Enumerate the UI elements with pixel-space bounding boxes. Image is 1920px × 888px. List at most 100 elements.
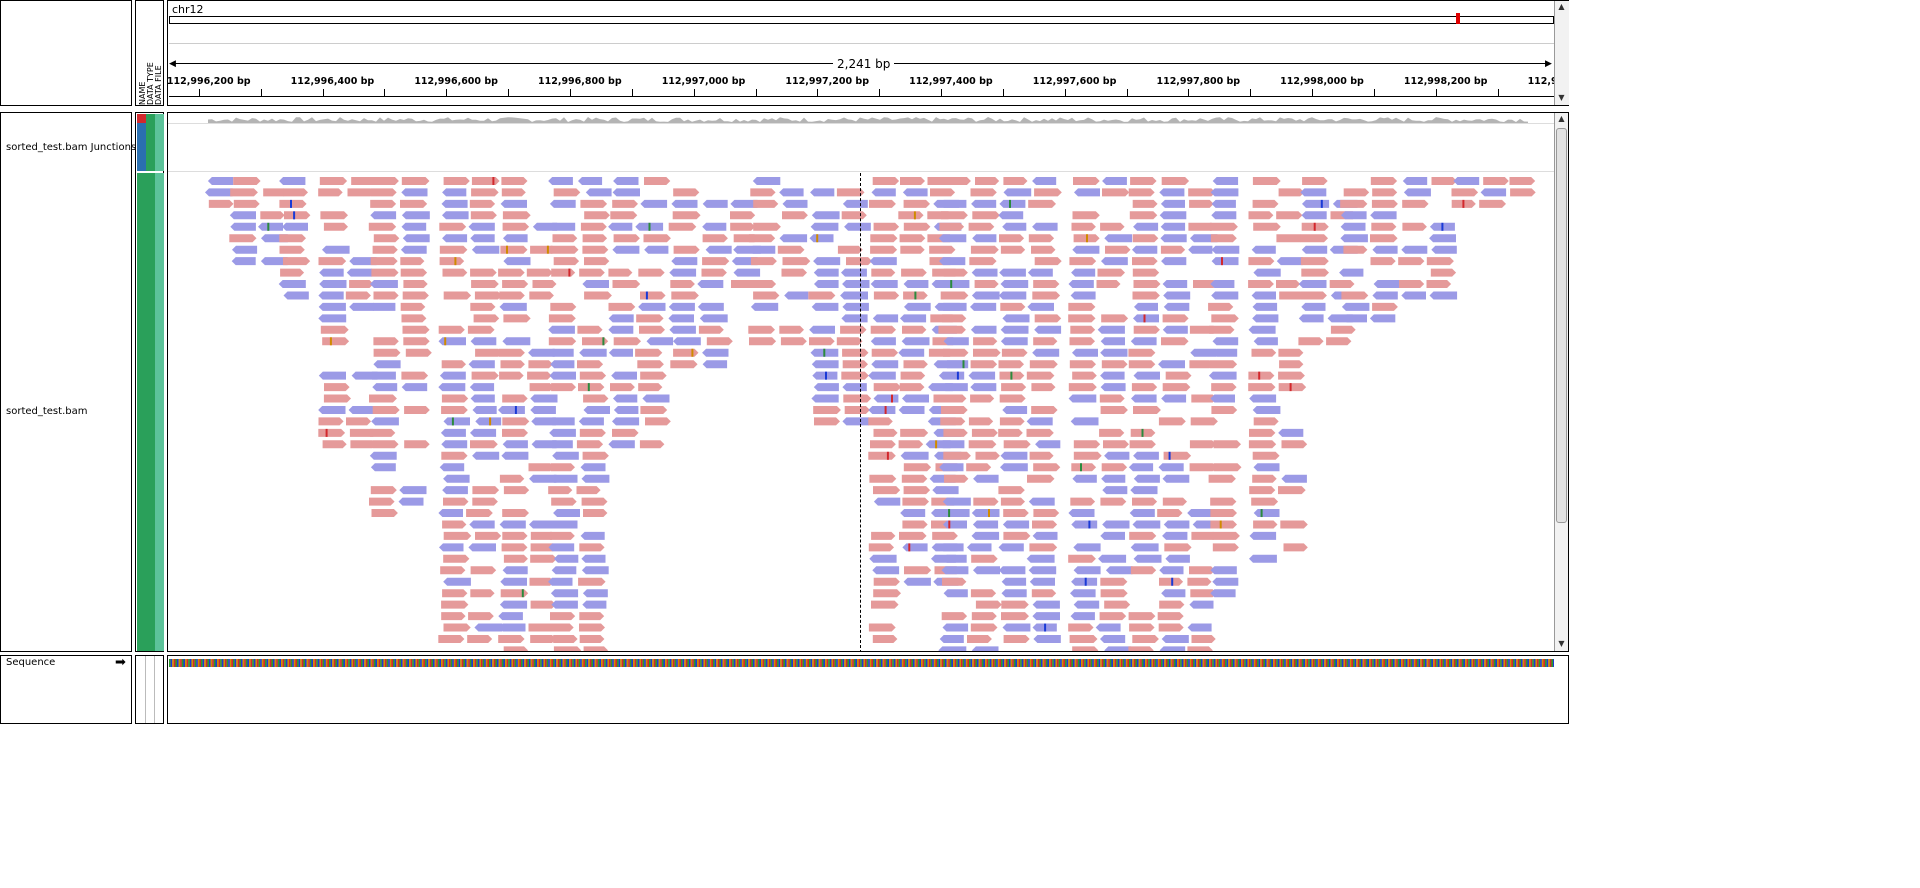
forward-read[interactable] <box>208 199 234 208</box>
forward-read[interactable] <box>470 440 498 449</box>
reverse-read[interactable] <box>1160 222 1186 231</box>
forward-read[interactable] <box>466 509 493 517</box>
reverse-read[interactable] <box>1249 394 1277 403</box>
forward-read[interactable] <box>552 234 578 243</box>
forward-read[interactable] <box>1208 302 1234 311</box>
reverse-read[interactable] <box>1159 188 1185 197</box>
reverse-read[interactable] <box>322 245 350 254</box>
reverse-read[interactable] <box>580 531 605 540</box>
forward-read[interactable] <box>403 337 430 346</box>
forward-read[interactable] <box>1033 280 1060 288</box>
reverse-read[interactable] <box>972 234 997 243</box>
reverse-read[interactable] <box>1187 623 1212 632</box>
reverse-read[interactable] <box>705 245 732 254</box>
forward-read[interactable] <box>318 188 343 197</box>
forward-read[interactable] <box>580 199 608 208</box>
forward-read[interactable] <box>578 383 605 392</box>
forward-read[interactable] <box>1029 451 1054 460</box>
forward-read[interactable] <box>283 188 308 197</box>
reverse-read[interactable] <box>550 474 578 483</box>
forward-read[interactable] <box>1343 188 1370 197</box>
reverse-read[interactable] <box>370 463 396 472</box>
forward-read[interactable] <box>471 188 499 197</box>
reverse-read[interactable] <box>970 383 997 392</box>
forward-read[interactable] <box>1100 589 1128 598</box>
forward-read[interactable] <box>942 577 967 586</box>
reverse-read[interactable] <box>258 222 283 231</box>
reverse-read[interactable] <box>319 280 347 288</box>
reverse-read[interactable] <box>502 440 528 449</box>
reverse-read[interactable] <box>646 337 674 346</box>
reverse-read[interactable] <box>442 234 468 243</box>
reverse-read[interactable] <box>1098 554 1127 563</box>
forward-read[interactable] <box>442 589 468 598</box>
forward-read[interactable] <box>841 371 869 380</box>
forward-read[interactable] <box>1210 509 1237 517</box>
forward-read[interactable] <box>1211 383 1237 392</box>
forward-read[interactable] <box>751 280 777 288</box>
reverse-read[interactable] <box>1130 486 1158 495</box>
forward-read[interactable] <box>369 394 397 403</box>
reverse-read[interactable] <box>938 371 965 380</box>
forward-read[interactable] <box>842 360 868 369</box>
forward-read[interactable] <box>898 211 924 220</box>
reverse-read[interactable] <box>671 199 698 208</box>
forward-read[interactable] <box>900 371 926 380</box>
reverse-read[interactable] <box>871 188 896 197</box>
forward-read[interactable] <box>499 291 525 300</box>
forward-read[interactable] <box>671 291 699 300</box>
reverse-read[interactable] <box>348 406 374 414</box>
forward-read[interactable] <box>1248 371 1275 380</box>
reverse-read[interactable] <box>608 222 633 231</box>
reverse-read[interactable] <box>1132 520 1161 529</box>
reverse-read[interactable] <box>529 520 557 529</box>
reverse-read[interactable] <box>1251 245 1276 254</box>
forward-read[interactable] <box>1213 440 1241 449</box>
forward-read[interactable] <box>844 406 870 414</box>
forward-read[interactable] <box>1003 440 1031 449</box>
forward-read[interactable] <box>968 417 994 426</box>
forward-read[interactable] <box>1253 417 1279 426</box>
reverse-read[interactable] <box>548 348 574 357</box>
forward-read[interactable] <box>942 314 967 323</box>
forward-read[interactable] <box>941 406 968 414</box>
forward-read[interactable] <box>584 211 610 220</box>
reverse-read[interactable] <box>608 314 634 323</box>
reverse-read[interactable] <box>1158 360 1185 369</box>
forward-read[interactable] <box>1068 383 1097 392</box>
forward-read[interactable] <box>814 417 840 426</box>
forward-read[interactable] <box>579 623 605 632</box>
reverse-read[interactable] <box>1163 291 1191 300</box>
reverse-read[interactable] <box>1070 612 1095 621</box>
reverse-read[interactable] <box>1162 325 1188 334</box>
reverse-read[interactable] <box>810 188 835 197</box>
forward-read[interactable] <box>971 554 998 563</box>
reverse-read[interactable] <box>901 337 930 346</box>
forward-read[interactable] <box>777 245 805 254</box>
forward-read[interactable] <box>940 417 966 426</box>
forward-read[interactable] <box>753 199 779 208</box>
forward-read[interactable] <box>403 280 428 288</box>
forward-read[interactable] <box>836 188 865 197</box>
reverse-read[interactable] <box>668 302 695 311</box>
forward-read[interactable] <box>1209 325 1235 334</box>
forward-read[interactable] <box>1278 383 1307 392</box>
reverse-read[interactable] <box>697 302 724 311</box>
reverse-read[interactable] <box>1072 474 1097 483</box>
forward-read[interactable] <box>1100 577 1128 586</box>
forward-read[interactable] <box>553 646 582 651</box>
forward-read[interactable] <box>369 428 396 437</box>
reverse-read[interactable] <box>900 509 926 517</box>
forward-read[interactable] <box>1158 417 1186 426</box>
forward-read[interactable] <box>1301 268 1329 277</box>
reverse-read[interactable] <box>1163 520 1190 529</box>
forward-read[interactable] <box>440 566 466 575</box>
forward-read[interactable] <box>967 635 992 643</box>
reverse-read[interactable] <box>438 337 467 346</box>
reverse-read[interactable] <box>1070 291 1096 300</box>
reverse-read[interactable] <box>368 371 396 380</box>
forward-read[interactable] <box>470 589 495 598</box>
reverse-read[interactable] <box>1159 211 1187 220</box>
forward-read[interactable] <box>1160 245 1186 254</box>
forward-read[interactable] <box>1279 291 1305 300</box>
